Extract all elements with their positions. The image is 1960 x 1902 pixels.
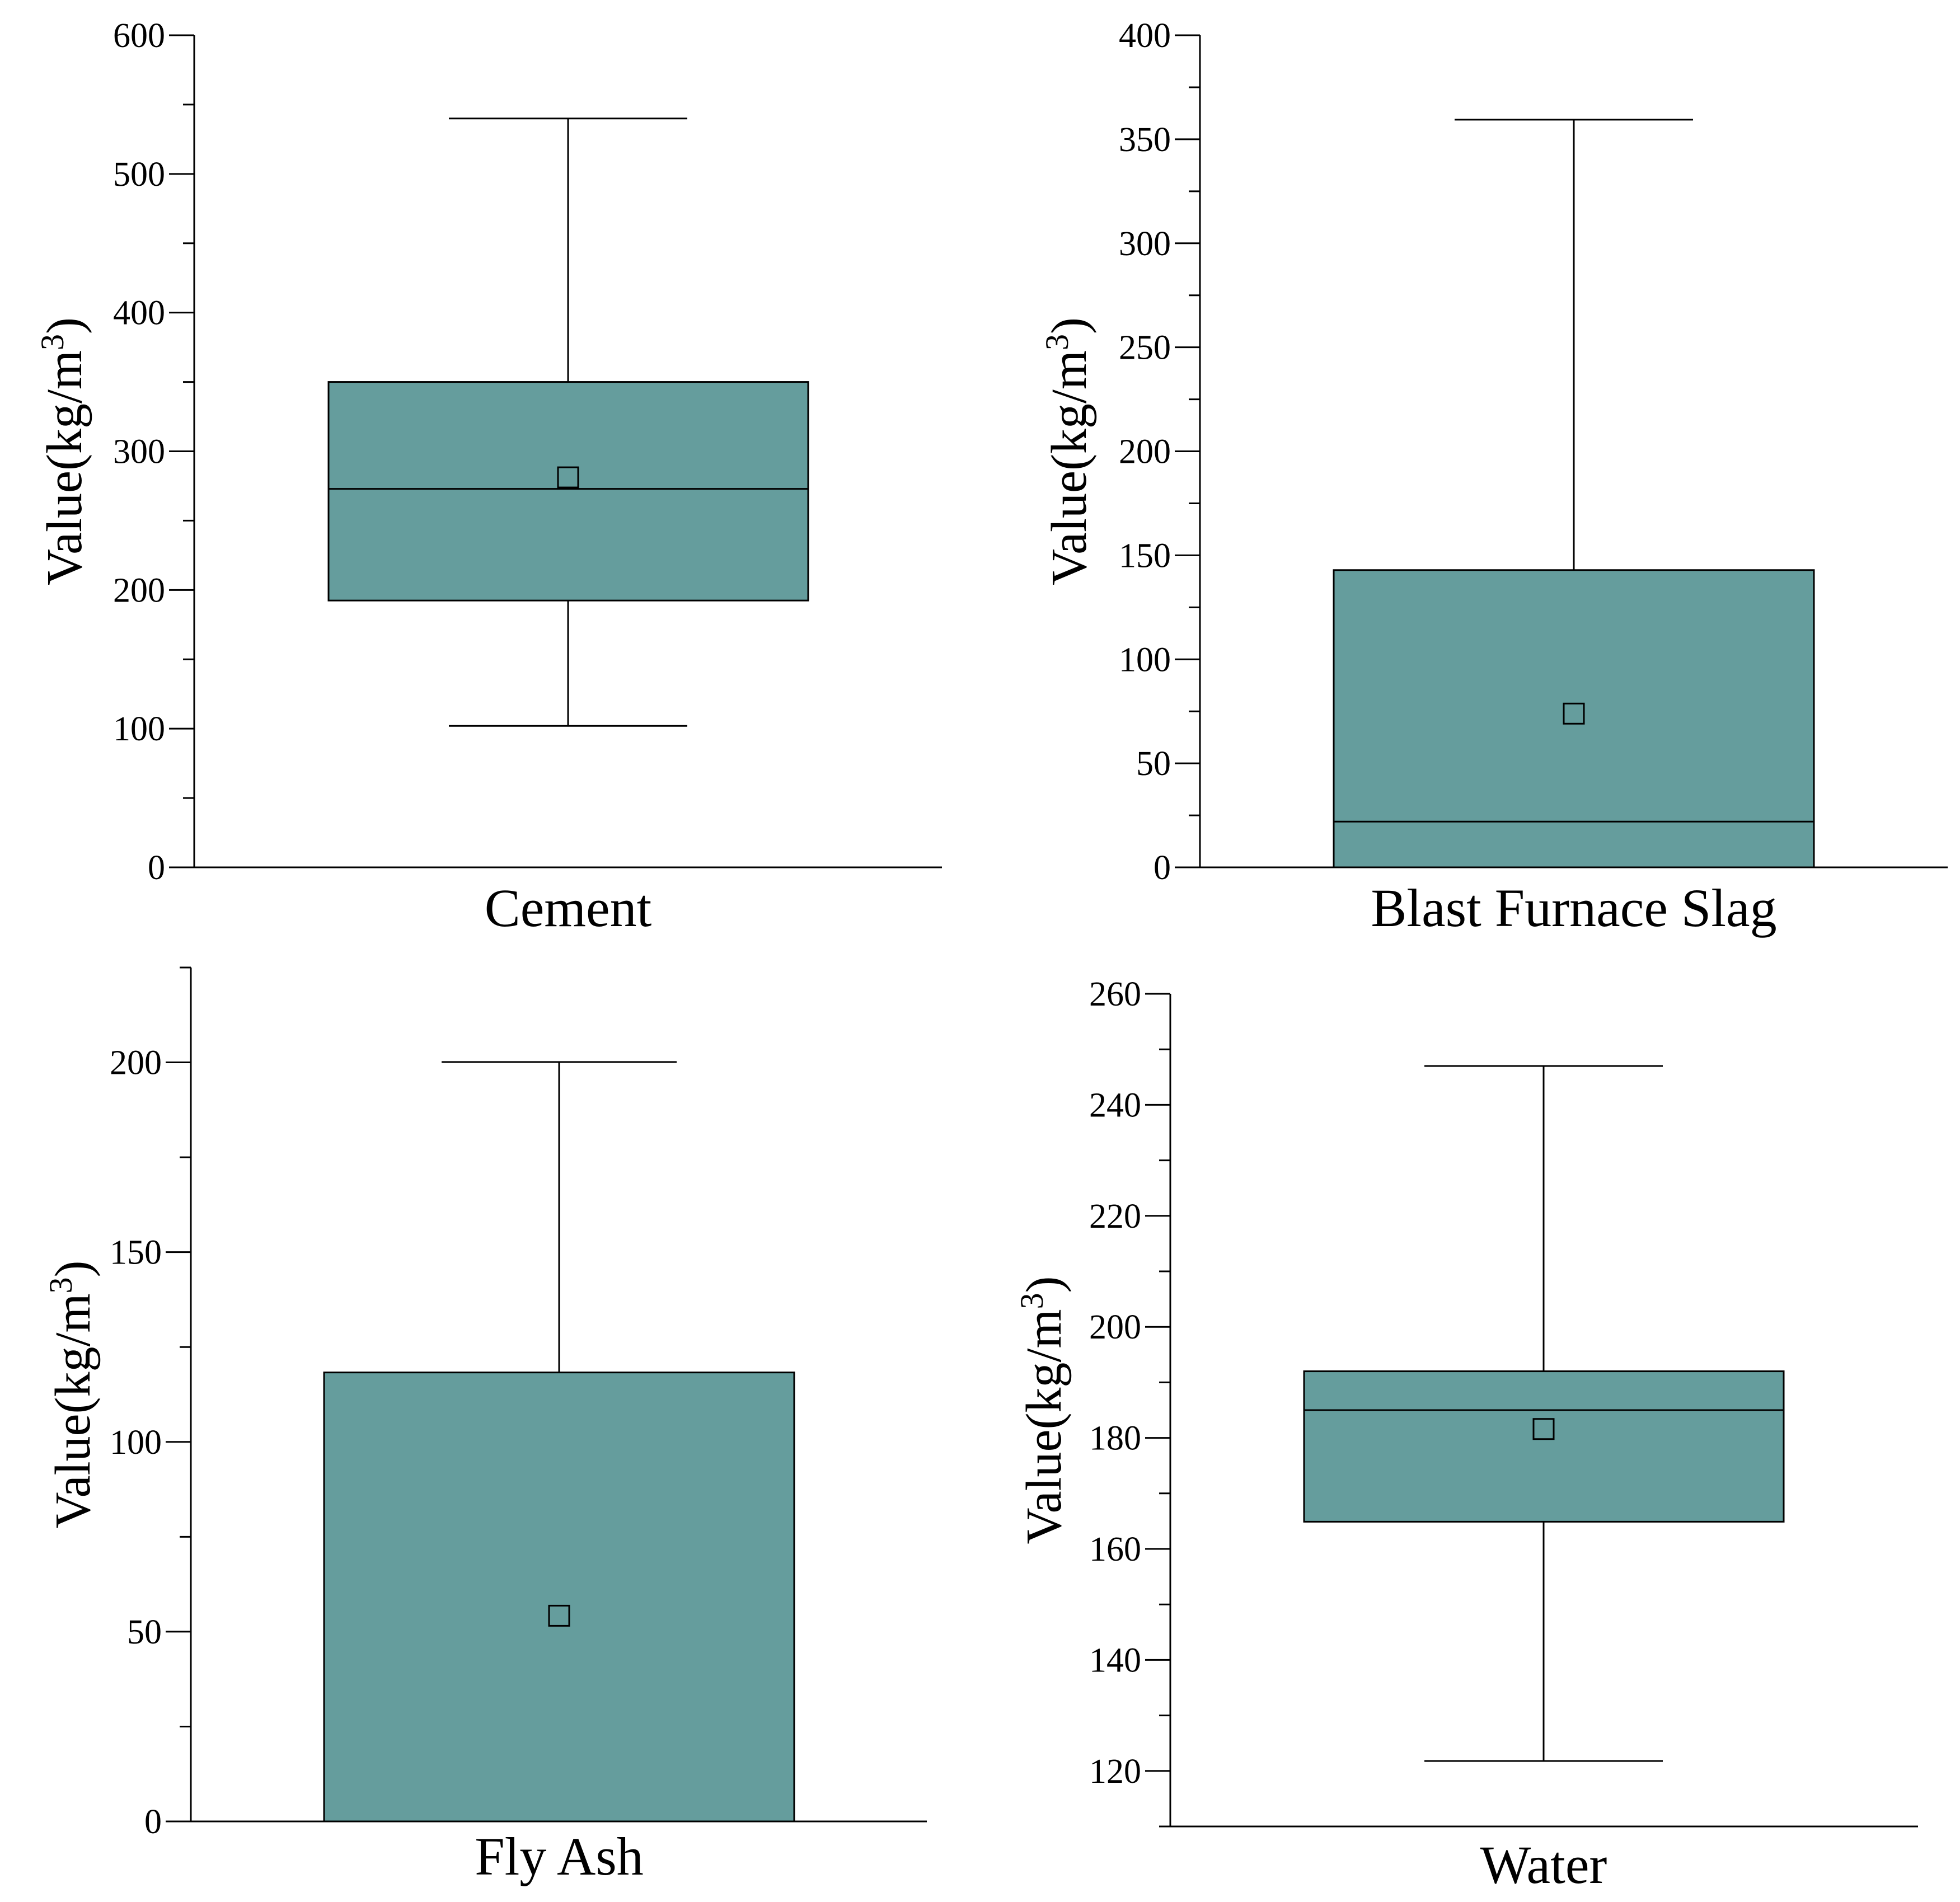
chart3-tick-label: 50 xyxy=(127,1613,162,1651)
chart1-panel: 0 100 200 300 400 500 600 Value(kg/m3) Cement xyxy=(34,17,942,938)
chart4-tick-label: 240 xyxy=(1089,1086,1141,1124)
chart2-y-label-end: ) xyxy=(1042,317,1097,334)
chart2-tick-label: 0 xyxy=(1154,849,1171,887)
chart3-x-axis-label: Fly Ash xyxy=(475,1826,643,1886)
chart2-tick-label: 300 xyxy=(1119,225,1171,263)
chart2-tick-label: 400 xyxy=(1119,17,1171,55)
chart3-y-label-sup: 3 xyxy=(43,1278,79,1294)
chart4-tick-label: 200 xyxy=(1089,1308,1141,1346)
chart4-x-axis-label: Water xyxy=(1480,1835,1607,1895)
chart3-panel: 0 50 100 150 200 Value(kg/m3) Fly Ash xyxy=(43,966,927,1886)
chart2-iqr-box xyxy=(1333,569,1815,868)
chart4-iqr-box xyxy=(1303,1370,1785,1523)
chart1-y-axis-label: Value(kg/m3) xyxy=(34,317,92,585)
chart4-tick-label: 220 xyxy=(1089,1197,1141,1236)
chart2-y-axis-label: Value(kg/m3) xyxy=(1039,317,1097,585)
chart2-mean-marker xyxy=(1563,702,1585,725)
chart2-panel: 0 50 100 150 200 250 300 350 400 Value(kg/m3) Blas… xyxy=(1039,17,1948,938)
chart1-tick-label: 200 xyxy=(113,571,165,609)
chart3-y-axis-label: Value(kg/m3) xyxy=(43,1261,101,1529)
chart2-tick-label: 100 xyxy=(1119,641,1171,679)
chart2-tick-label: 50 xyxy=(1136,745,1171,783)
chart1-iqr-box xyxy=(327,381,809,602)
chart3-y-label-text: Value(kg/m xyxy=(45,1294,101,1529)
chart4-y-label-end: ) xyxy=(1016,1276,1072,1293)
chart4-y-axis-label: Value(kg/m3) xyxy=(1014,1276,1072,1544)
chart1-tick-label: 0 xyxy=(148,849,165,887)
chart3-tick-label: 200 xyxy=(110,1044,162,1082)
chart3-y-label-end: ) xyxy=(45,1261,101,1278)
chart1-tick-label: 600 xyxy=(113,17,165,55)
chart3-tick-label: 100 xyxy=(110,1424,162,1462)
chart2-tick-label: 200 xyxy=(1119,433,1171,471)
chart4-panel: 120 140 160 180 200 220 240 260 Value(kg/m3) Wate… xyxy=(1014,975,1918,1895)
chart1-y-label-end: ) xyxy=(37,317,92,334)
chart4-tick-label: 260 xyxy=(1089,975,1141,1013)
chart3-tick-label: 0 xyxy=(144,1803,162,1841)
chart4-tick-label: 120 xyxy=(1089,1753,1141,1791)
chart1-tick-label: 400 xyxy=(113,294,165,332)
chart1-x-axis-label: Cement xyxy=(485,878,652,938)
chart4-tick-label: 180 xyxy=(1089,1420,1141,1458)
chart1-tick-label: 100 xyxy=(113,710,165,748)
chart1-y-label-sup: 3 xyxy=(34,334,71,350)
chart2-tick-label: 150 xyxy=(1119,537,1171,575)
chart4-y-label-sup: 3 xyxy=(1014,1293,1050,1309)
chart2-tick-label: 250 xyxy=(1119,329,1171,367)
chart3-iqr-box xyxy=(323,1372,795,1823)
chart1-tick-label: 500 xyxy=(113,156,165,194)
chart2-x-axis-label: Blast Furnace Slag xyxy=(1371,878,1776,938)
chart4-y-label-text: Value(kg/m xyxy=(1016,1309,1072,1544)
chart2-tick-label: 350 xyxy=(1119,121,1171,159)
chart2-y-label-text: Value(kg/m xyxy=(1042,350,1097,585)
chart1-mean-marker xyxy=(557,466,579,489)
chart3-tick-label: 150 xyxy=(110,1234,162,1272)
chart3-mean-marker xyxy=(548,1604,570,1627)
chart1-tick-label: 300 xyxy=(113,433,165,471)
chart4-mean-marker xyxy=(1532,1418,1555,1440)
chart4-tick-label: 160 xyxy=(1089,1530,1141,1568)
chart2-y-label-sup: 3 xyxy=(1039,334,1075,350)
chart4-tick-label: 140 xyxy=(1089,1641,1141,1679)
chart1-y-label-text: Value(kg/m xyxy=(37,350,92,585)
